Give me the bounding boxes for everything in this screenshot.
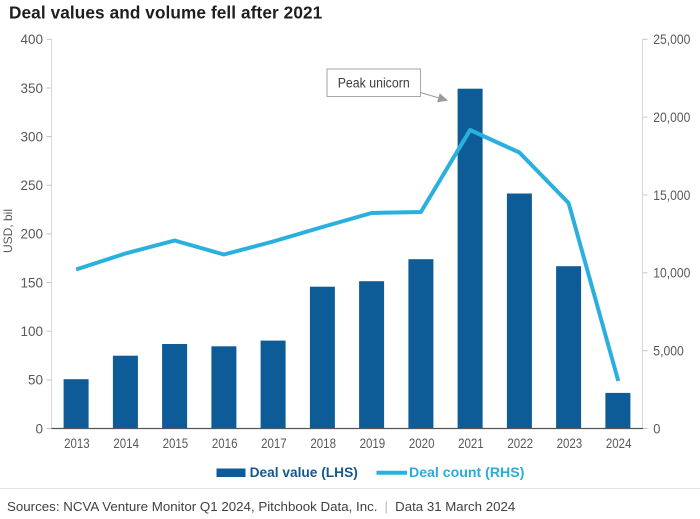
svg-text:Sources: NCVA Venture Monitor: Sources: NCVA Venture Monitor Q1 2024, P…: [7, 499, 378, 514]
svg-text:0: 0: [36, 420, 44, 436]
svg-text:Deal values and volume fell af: Deal values and volume fell after 2021: [9, 3, 323, 23]
svg-text:2018: 2018: [310, 435, 336, 451]
svg-text:2014: 2014: [113, 435, 139, 451]
svg-text:Peak unicorn: Peak unicorn: [338, 76, 410, 91]
svg-text:2021: 2021: [458, 435, 484, 451]
svg-text:|: |: [385, 499, 388, 514]
svg-text:250: 250: [21, 177, 44, 193]
svg-text:10,000: 10,000: [653, 265, 690, 281]
svg-text:20,000: 20,000: [653, 109, 690, 125]
svg-text:300: 300: [21, 128, 44, 144]
svg-text:2017: 2017: [261, 435, 287, 451]
svg-text:2015: 2015: [163, 435, 189, 451]
svg-text:2023: 2023: [557, 435, 583, 451]
svg-text:Data 31 March 2024: Data 31 March 2024: [395, 499, 515, 514]
svg-text:2016: 2016: [212, 435, 238, 451]
svg-text:2024: 2024: [606, 435, 632, 451]
svg-text:50: 50: [28, 372, 43, 388]
svg-text:25,000: 25,000: [653, 31, 690, 47]
svg-text:200: 200: [21, 226, 44, 242]
svg-text:0: 0: [653, 420, 660, 436]
svg-text:2020: 2020: [409, 435, 435, 451]
svg-text:350: 350: [21, 80, 44, 96]
svg-text:Deal count (RHS): Deal count (RHS): [409, 464, 524, 480]
svg-text:USD, bil: USD, bil: [1, 209, 15, 253]
svg-text:100: 100: [21, 323, 44, 339]
svg-text:2013: 2013: [64, 435, 90, 451]
svg-text:150: 150: [21, 274, 44, 290]
svg-text:Deal value (LHS): Deal value (LHS): [250, 464, 358, 480]
svg-text:2022: 2022: [507, 435, 533, 451]
svg-text:5,000: 5,000: [653, 343, 684, 359]
svg-text:15,000: 15,000: [653, 187, 690, 203]
svg-text:2019: 2019: [360, 435, 386, 451]
svg-text:400: 400: [21, 31, 44, 47]
